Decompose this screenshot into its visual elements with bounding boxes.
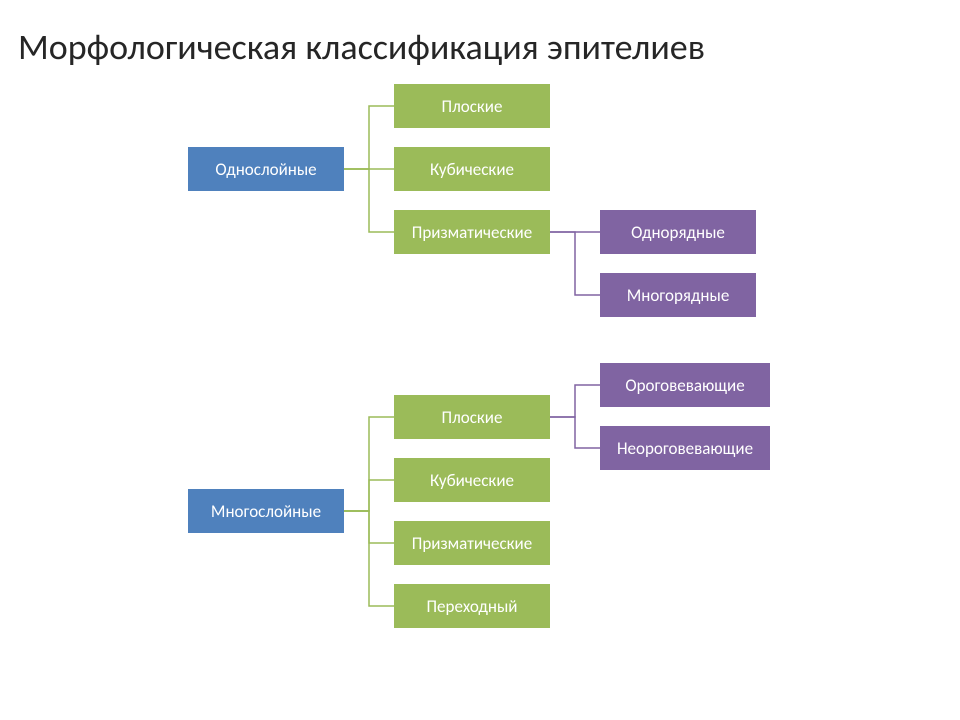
node-l3c: Ороговевающие (600, 363, 770, 407)
node-l2b: Кубические (394, 147, 550, 191)
connector-l1a-l2c (344, 169, 394, 232)
node-l3a: Однорядные (600, 210, 756, 254)
connector-l1b-l2d (344, 417, 394, 511)
connector-l1b-l2e (344, 480, 394, 511)
connector-l1a-l2a (344, 106, 394, 169)
node-l3d: Неороговевающие (600, 426, 770, 470)
connector-l1b-l2g (344, 511, 394, 606)
connector-l2d-l3c (550, 385, 600, 417)
page-title: Морфологическая классификация эпителиев (18, 25, 705, 69)
node-l2g: Переходный (394, 584, 550, 628)
connector-l2c-l3b (550, 232, 600, 295)
node-l1b: Многослойные (188, 489, 344, 533)
connector-l2d-l3d (550, 417, 600, 448)
node-l2c: Призматические (394, 210, 550, 254)
node-l2a: Плоские (394, 84, 550, 128)
connector-l1b-l2f (344, 511, 394, 543)
node-l2d: Плоские (394, 395, 550, 439)
node-l1a: Однослойные (188, 147, 344, 191)
node-l3b: Многорядные (600, 273, 756, 317)
node-l2f: Призматические (394, 521, 550, 565)
node-l2e: Кубические (394, 458, 550, 502)
